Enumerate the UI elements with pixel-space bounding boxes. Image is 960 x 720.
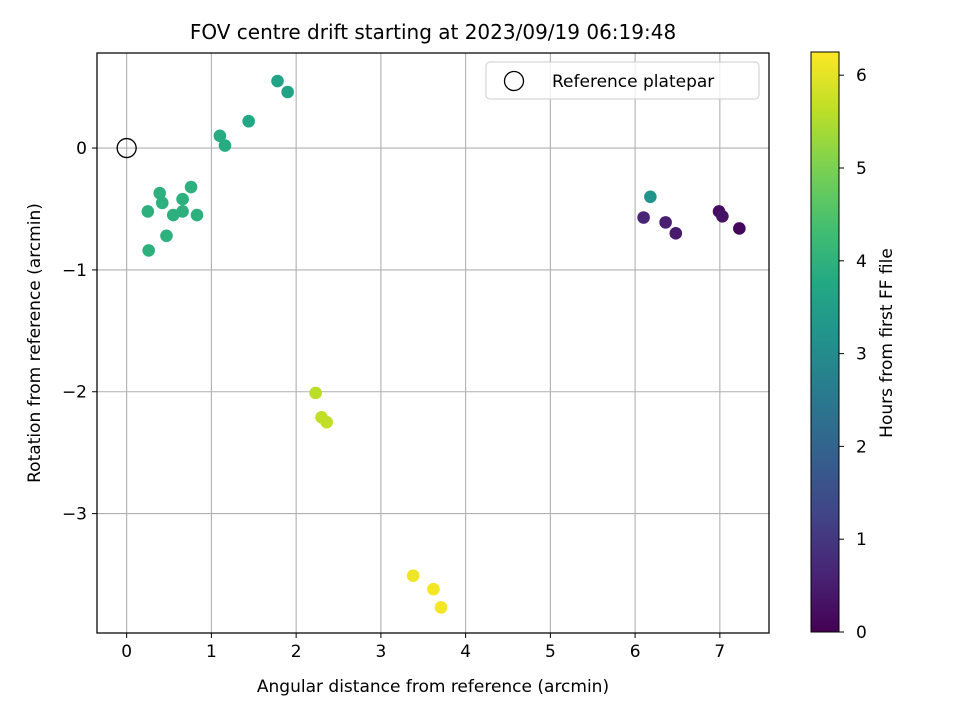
colorbar-tick-label: 6 <box>856 66 867 86</box>
scatter-point <box>176 205 189 218</box>
legend-marker-reference <box>503 70 525 92</box>
grid <box>97 53 769 633</box>
y-tick-label: −1 <box>62 261 87 281</box>
scatter-point <box>190 208 204 222</box>
x-tick-label: 4 <box>460 642 471 662</box>
scatter-point <box>669 227 683 240</box>
scatter-point <box>184 180 198 194</box>
y-axis-ticks: 0 −1 −2 −3 <box>62 139 97 525</box>
x-axis-label: Angular distance from reference (arcmin) <box>257 677 609 697</box>
y-tick-label: 0 <box>76 139 87 159</box>
scatter-point <box>406 569 420 583</box>
scatter-point <box>155 196 169 210</box>
scatter-point <box>218 139 232 152</box>
scatter-point <box>637 211 650 224</box>
data-points <box>141 74 746 614</box>
scatter-point <box>659 216 672 229</box>
x-tick-label: 0 <box>121 642 132 662</box>
scatter-point <box>733 222 746 235</box>
scatter-point <box>434 601 448 614</box>
colorbar-tick-label: 1 <box>856 530 867 550</box>
x-tick-label: 2 <box>291 642 302 662</box>
y-tick-label: −3 <box>62 505 87 525</box>
scatter-point <box>176 192 189 206</box>
x-tick-label: 1 <box>206 642 217 662</box>
legend: Reference platepar <box>485 61 760 100</box>
plot-frame <box>96 52 770 634</box>
x-axis-ticks: 0 1 2 3 4 5 6 7 <box>121 633 725 662</box>
x-tick-label: 7 <box>714 642 725 662</box>
legend-box <box>485 61 760 100</box>
scatter-point <box>213 129 227 143</box>
y-axis-label: Rotation from reference (arcmin) <box>25 203 45 483</box>
colorbar-tick-label: 0 <box>856 623 867 643</box>
scatter-point <box>153 186 167 200</box>
colorbar-tick-label: 5 <box>856 159 867 179</box>
reference-platepar-point <box>116 137 137 159</box>
x-tick-label: 6 <box>630 642 641 662</box>
scatter-point <box>281 85 294 99</box>
colorbar-label: Hours from first FF file <box>877 248 897 438</box>
scatter-point <box>320 415 333 429</box>
colorbar-gradient <box>810 51 840 633</box>
reference-marker <box>116 137 137 159</box>
colorbar-tick-label: 4 <box>856 252 867 272</box>
scatter-point <box>427 582 440 596</box>
scatter-point <box>160 229 173 243</box>
scatter-point <box>242 114 255 128</box>
legend-label-reference: Reference platepar <box>552 72 714 92</box>
colorbar-ticks: 0 1 2 3 4 5 6 <box>839 66 867 643</box>
x-tick-label: 5 <box>545 642 556 662</box>
scatter-point <box>644 190 657 204</box>
scatter-point <box>271 74 284 88</box>
chart-title: FOV centre drift starting at 2023/09/19 … <box>190 20 676 44</box>
scatter-point <box>141 205 155 218</box>
y-tick-label: −2 <box>62 383 87 403</box>
x-tick-label: 3 <box>375 642 386 662</box>
scatter-point <box>716 209 729 223</box>
colorbar-tick-label: 3 <box>856 345 867 365</box>
colorbar-tick-label: 2 <box>856 437 867 457</box>
colorbar: 0 1 2 3 4 5 6 Hours from first FF file <box>810 51 897 643</box>
scatter-point <box>142 244 155 257</box>
scatter-point <box>309 386 322 400</box>
